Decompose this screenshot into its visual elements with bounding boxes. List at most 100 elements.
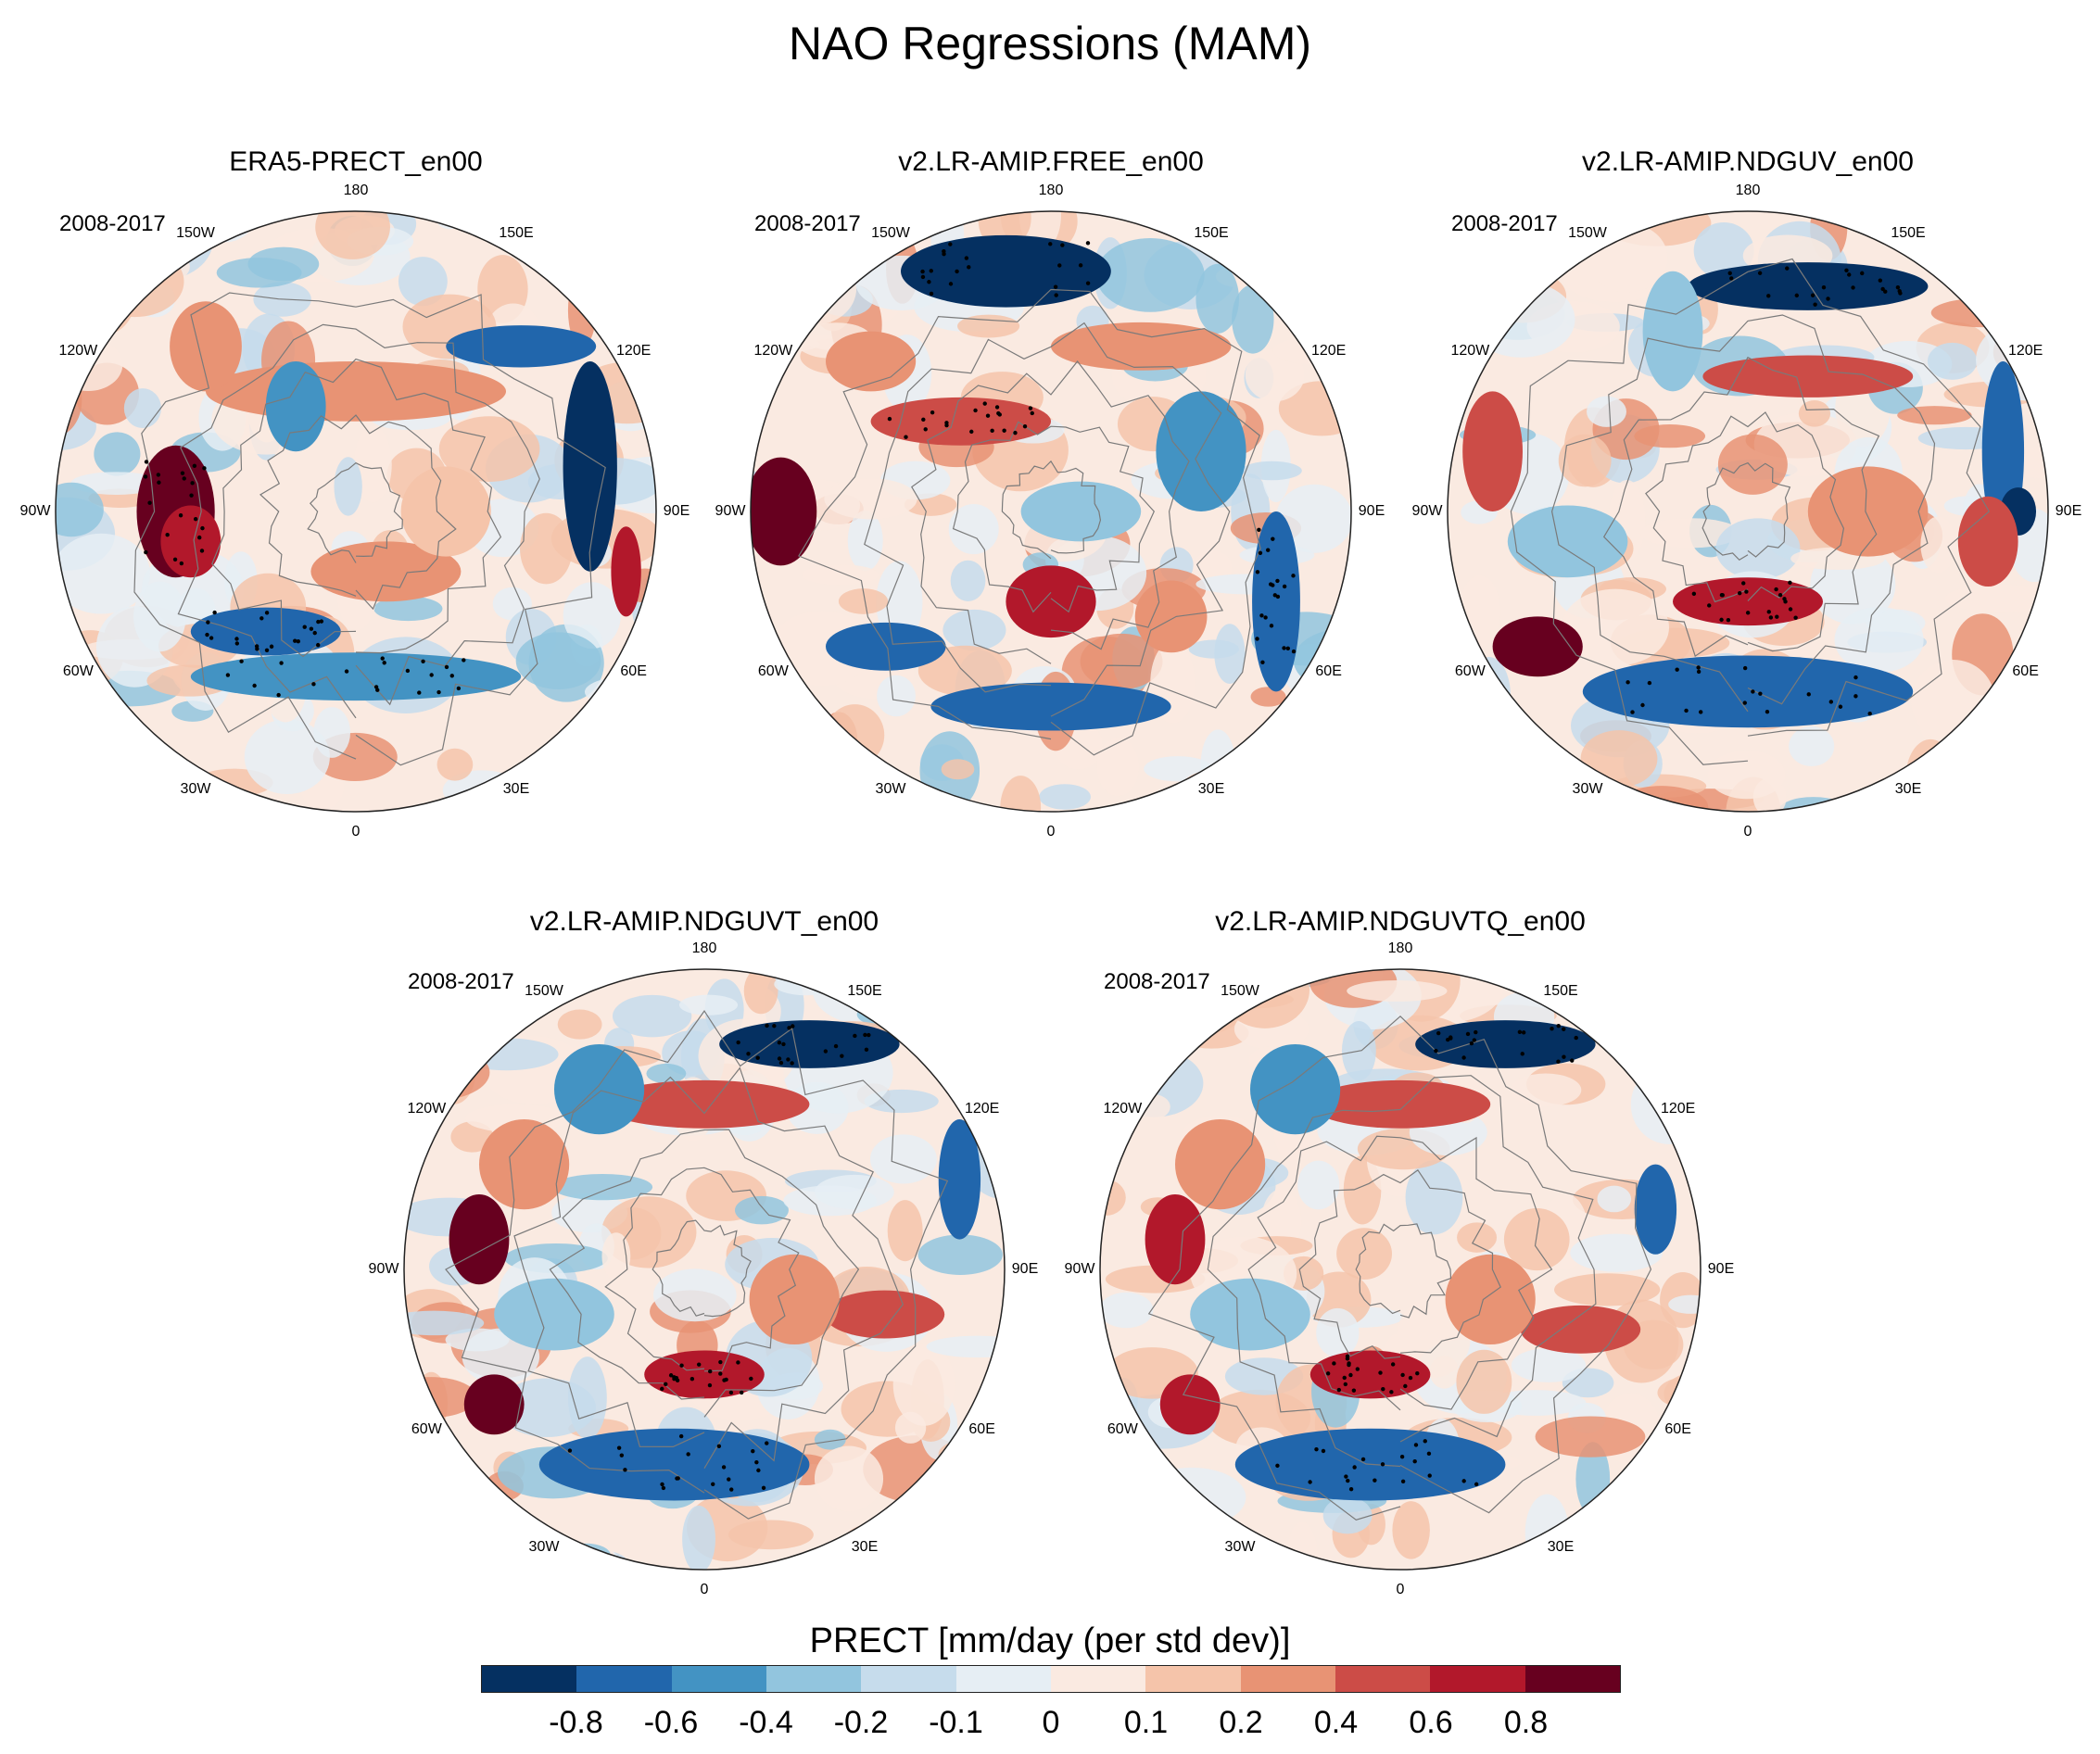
significance-dot (1775, 614, 1779, 619)
significance-dot (619, 1453, 625, 1457)
significance-dot (293, 638, 297, 643)
significance-dot (754, 1459, 759, 1465)
field-cell (1107, 991, 1157, 1048)
field-cell (1448, 744, 1526, 774)
significance-dot (234, 637, 239, 641)
longitude-label: 180 (1387, 940, 1413, 956)
coastline (911, 360, 1190, 664)
significance-dot (786, 1057, 791, 1062)
longitude-label: 30E (851, 1538, 879, 1555)
map-boundary (1447, 210, 2049, 813)
significance-dot (727, 1477, 731, 1482)
significance-dot (436, 689, 441, 695)
significance-dot (920, 274, 926, 280)
longitude-label: 30E (1197, 780, 1225, 797)
significance-dot (1719, 617, 1724, 623)
colorbar-tick: -0.8 (549, 1705, 603, 1740)
field-cell (1715, 518, 1801, 580)
significance-dot (1275, 1463, 1280, 1469)
significance-dot (269, 644, 274, 649)
significance-dot (1423, 1439, 1427, 1444)
field-cell (1535, 1416, 1646, 1457)
coastline (513, 1066, 904, 1470)
field-cell (595, 251, 652, 276)
anomaly-region (1807, 466, 1929, 557)
field-cell (1798, 400, 1831, 427)
field-cell (1553, 1273, 1661, 1306)
significance-dot (778, 1060, 784, 1066)
significance-dot (1048, 242, 1053, 246)
coastline (1510, 258, 1991, 765)
field-cell (1478, 765, 1526, 799)
longitude-label: 30E (502, 780, 530, 797)
field-cell (892, 1343, 955, 1426)
colorbar-swatch (1335, 1666, 1431, 1692)
significance-dot (969, 429, 974, 435)
colorbar-tick: 0.4 (1313, 1705, 1359, 1740)
significance-dot (302, 625, 307, 629)
field-cell (751, 211, 850, 286)
significance-dot (1373, 1478, 1377, 1483)
polar-map (1447, 210, 2049, 813)
significance-dot (178, 513, 183, 518)
significance-dot (1427, 1473, 1432, 1478)
significance-dot (417, 690, 422, 695)
significance-dot (1640, 702, 1645, 708)
field-cell (1291, 284, 1344, 317)
colorbar-tick: -0.1 (929, 1705, 983, 1740)
field-cell (613, 994, 692, 1038)
significance-dot (1255, 637, 1259, 641)
coastline (1001, 460, 1102, 560)
significance-dot (1707, 603, 1712, 608)
field-cell (557, 1009, 602, 1040)
field-cell (1001, 211, 1031, 242)
field-cell (123, 388, 161, 429)
field-cell (943, 1508, 1005, 1565)
significance-dot (1381, 1386, 1385, 1392)
longitude-label: 60E (2012, 663, 2039, 679)
anomaly-region (1190, 1278, 1310, 1351)
field-cell (751, 774, 776, 812)
field-cell (94, 432, 141, 476)
significance-dot (182, 476, 186, 481)
field-cell (1110, 1499, 1200, 1561)
significance-dot (1351, 1388, 1357, 1393)
significance-dot (179, 561, 184, 566)
panel-title: v2.LR-AMIP.NDGUV_en00 (1582, 146, 1914, 177)
significance-dot (225, 673, 231, 677)
significance-dot (205, 632, 209, 637)
field-cell (1587, 396, 1626, 427)
significance-dot (1788, 607, 1793, 612)
significance-dot (887, 416, 892, 422)
significance-dot (791, 1024, 795, 1028)
significance-dot (1550, 1027, 1554, 1031)
field-cell (520, 512, 573, 585)
significance-dot (192, 463, 197, 468)
significance-dot (929, 291, 934, 297)
coastline (652, 1219, 752, 1318)
significance-dot (1785, 266, 1790, 271)
field-cell (1096, 738, 1140, 797)
significance-dot (239, 659, 244, 663)
significance-dot (955, 269, 959, 274)
field-cell (1275, 484, 1351, 553)
field-cell (978, 969, 1005, 1013)
significance-dot (967, 265, 971, 270)
period-label: 2008-2017 (754, 211, 861, 236)
coastline (952, 421, 1156, 613)
significance-dot (1461, 1479, 1466, 1483)
anomaly-region (1145, 1194, 1206, 1285)
significance-dot (1282, 646, 1286, 650)
significance-dot (711, 1482, 715, 1487)
significance-dot (751, 1448, 755, 1454)
significance-dot (1078, 263, 1083, 268)
field-cell (1693, 222, 1754, 280)
significance-dot (199, 549, 205, 553)
colorbar-tick: -0.2 (833, 1705, 889, 1740)
significance-dot (1520, 1052, 1524, 1056)
significance-dot (1343, 1382, 1348, 1387)
anomaly-region (1673, 577, 1823, 626)
significance-dot (1562, 1054, 1566, 1059)
significance-dot (1741, 581, 1746, 586)
colorbar-swatch (1430, 1666, 1525, 1692)
